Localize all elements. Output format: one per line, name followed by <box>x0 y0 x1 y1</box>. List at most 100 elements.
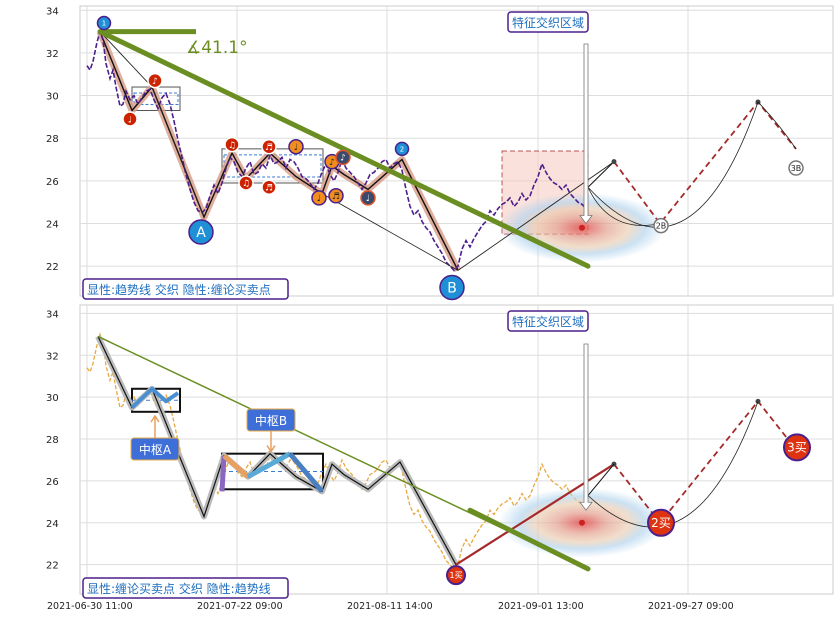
y-tick-label: 24 <box>46 519 59 530</box>
projection-node <box>755 398 761 404</box>
point-marker <box>238 175 254 191</box>
x-tick-label: 2021-07-22 09:00 <box>197 601 283 612</box>
plot-frame <box>79 304 834 595</box>
zhongshu-a-path <box>130 386 180 410</box>
point-marker <box>188 219 214 245</box>
y-tick-label: 28 <box>46 134 59 145</box>
point-marker-label: 2 <box>400 145 404 153</box>
buy-point-marker <box>446 565 466 586</box>
legend-box-text: 显性:趋势线 交织 隐性:缠论买卖点 <box>87 282 271 297</box>
point-marker-label: ♪ <box>152 77 158 87</box>
projection-dashed <box>613 100 797 225</box>
y-tick-label: 32 <box>46 49 59 60</box>
point-marker <box>335 149 351 166</box>
point-marker <box>224 136 240 153</box>
point-marker-label: ♩ <box>128 115 132 125</box>
projection-arc <box>587 401 759 528</box>
point-marker <box>122 111 138 127</box>
zhongshu-b-label: 中枢B <box>255 413 287 428</box>
title-box <box>507 310 589 332</box>
zone-center-dot <box>579 519 585 526</box>
point-marker <box>653 217 669 234</box>
y-tick-label: 22 <box>46 262 59 273</box>
legend-box-text: 显性:缠论买卖点 交织 隐性:趋势线 <box>87 581 271 596</box>
point-marker-label: ♬ <box>332 192 340 202</box>
y-tick-label: 26 <box>46 477 59 488</box>
trend-line <box>97 29 591 269</box>
point-marker <box>96 15 112 31</box>
zhongshu-b-leg <box>288 452 324 494</box>
zhongshu-b-entry <box>219 455 227 492</box>
x-tick-label: 2021-09-27 09:00 <box>648 601 734 612</box>
buy-point-label: 3买 <box>787 440 807 454</box>
zhongshu-a-label: 中枢A <box>139 442 172 457</box>
trend-line-emphasis <box>467 507 591 572</box>
y-tick-label: 34 <box>46 6 59 17</box>
y-tick-label: 32 <box>46 351 59 362</box>
point-marker-label: A <box>196 225 206 241</box>
y-tick-label: 24 <box>46 220 59 231</box>
x-tick-label: 2021-06-30 11:00 <box>47 601 133 612</box>
angle-label: ∡41.1° <box>186 38 248 58</box>
y-tick-label: 34 <box>46 309 59 320</box>
point-marker <box>147 72 163 89</box>
zone-arrow <box>579 343 593 511</box>
x-tick-label: 2021-09-01 13:00 <box>498 601 584 612</box>
y-tick-label: 22 <box>46 561 59 572</box>
price-line <box>86 28 587 272</box>
projection-arc <box>587 101 759 228</box>
projection-node <box>611 159 617 165</box>
point-marker-label: ♪ <box>329 158 335 168</box>
buy-point-label: 1买 <box>449 571 462 580</box>
point-marker-label: 1 <box>102 20 106 28</box>
point-marker <box>288 138 304 155</box>
point-marker-label: 2B <box>656 222 667 231</box>
title-box-text: 特征交织区域 <box>512 314 584 329</box>
point-marker-label: ♩ <box>294 143 298 153</box>
zhongshu-b-arrow <box>266 431 276 453</box>
projection-solid <box>587 463 615 496</box>
y-tick-label: 30 <box>46 92 59 103</box>
point-marker-label: ♩ <box>317 194 321 204</box>
point-marker <box>328 188 344 204</box>
bottom-panel: 22 24 26 28 30 32 34 1买 2买 3买 中枢A 中枢B 特征交织区域显性:缠论买卖点… <box>46 304 834 612</box>
title-box <box>507 11 589 33</box>
plot-frame <box>79 5 834 297</box>
zone-arrow <box>579 43 593 225</box>
buy-point-marker <box>783 433 811 462</box>
projection-arc <box>587 187 661 226</box>
point-marker-label: ♫ <box>228 141 236 151</box>
point-marker <box>439 274 465 301</box>
point-marker <box>311 190 327 206</box>
point-marker <box>394 141 410 157</box>
segment-connector <box>321 193 459 271</box>
top-panel: 22 24 26 28 30 32 34 ∡41.1° 1 A B 2 2B 3B ♩ ♪ ♫ ♫ ♬ ♬ ♩ ♩ ♪ ♬ ♪ ♩… <box>46 5 834 301</box>
point-marker-label: ♬ <box>265 183 273 193</box>
y-tick-label: 30 <box>46 393 59 404</box>
point-marker-label: B <box>447 281 457 297</box>
buy-point-marker <box>647 508 675 537</box>
buy-point-label: 2买 <box>651 516 671 530</box>
zone-center-dot <box>579 224 585 231</box>
legend-box <box>82 278 289 300</box>
projection-solid <box>587 161 615 188</box>
point-marker-label: ♪ <box>340 154 346 164</box>
x-tick-label: 2021-08-11 14:00 <box>347 601 433 612</box>
projection-dashed <box>613 399 797 525</box>
point-marker <box>261 179 277 195</box>
bi-line <box>97 336 615 566</box>
point-marker-label: 3B <box>791 164 802 173</box>
y-tick-label: 26 <box>46 177 59 188</box>
title-box-text: 特征交织区域 <box>512 15 584 30</box>
point-marker-label: ♬ <box>265 143 273 153</box>
point-marker <box>261 138 277 155</box>
y-tick-label: 28 <box>46 435 59 446</box>
projection-arc <box>757 101 797 150</box>
zhongshu-a-arrow <box>150 414 160 438</box>
zhongshu-b-leg <box>246 451 292 479</box>
point-marker-label: ♫ <box>242 179 250 189</box>
zhongshu-b-leg <box>222 453 250 479</box>
point-marker <box>788 160 804 176</box>
